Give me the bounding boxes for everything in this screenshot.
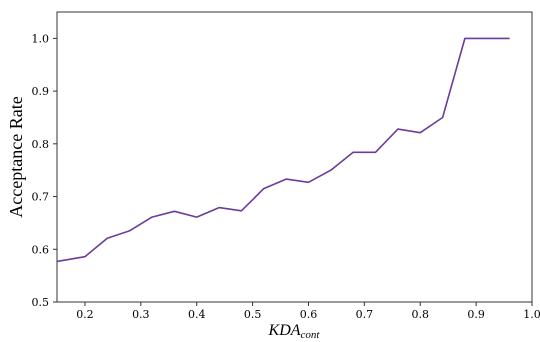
y-axis-title: Acceptance Rate bbox=[6, 96, 26, 217]
y-axis: 0.5 0.6 0.7 0.8 0.9 1.0 bbox=[32, 32, 57, 309]
x-tick-label: 0.5 bbox=[244, 308, 262, 321]
x-tick-label: 0.2 bbox=[76, 308, 94, 321]
x-axis: 0.2 0.3 0.4 0.5 0.6 0.7 0.8 0.9 1.0 bbox=[76, 302, 540, 321]
series-line bbox=[56, 37, 510, 263]
y-tick-label: 1.0 bbox=[32, 32, 50, 45]
series-layer bbox=[56, 37, 510, 263]
plot-frame bbox=[56, 11, 533, 303]
x-tick-label: 0.9 bbox=[467, 308, 485, 321]
y-tick-label: 0.8 bbox=[32, 138, 50, 151]
x-axis-title: KDAcont bbox=[268, 322, 321, 341]
x-tick-label: 0.7 bbox=[356, 308, 374, 321]
x-tick-label: 0.3 bbox=[132, 308, 150, 321]
y-tick-label: 0.6 bbox=[32, 243, 50, 256]
x-axis-title-subscript: cont bbox=[301, 329, 321, 341]
x-tick-label: 1.0 bbox=[523, 308, 540, 321]
x-tick-label: 0.4 bbox=[188, 308, 206, 321]
x-tick-label: 0.6 bbox=[300, 308, 318, 321]
y-tick-label: 0.5 bbox=[32, 296, 50, 309]
y-tick-label: 0.9 bbox=[32, 85, 50, 98]
x-axis-title-main: KDA bbox=[268, 322, 301, 339]
y-tick-label: 0.7 bbox=[32, 191, 50, 204]
x-tick-label: 0.8 bbox=[411, 308, 429, 321]
